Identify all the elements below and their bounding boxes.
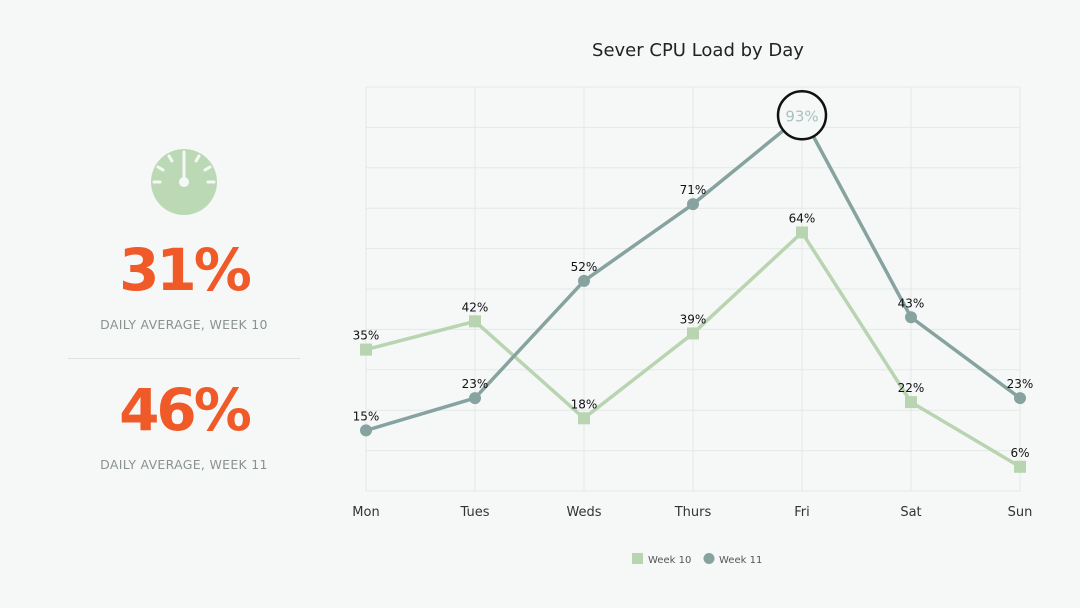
kpi-week10-caption: DAILY AVERAGE, WEEK 10 [100, 317, 268, 332]
data-point-marker [905, 311, 917, 324]
data-label: 64% [789, 211, 816, 225]
data-point-marker [1014, 392, 1026, 405]
legend-week10-label: Week 10 [648, 555, 691, 566]
data-point-marker [360, 343, 372, 356]
data-point-marker [360, 424, 372, 437]
x-tick-label: Weds [566, 505, 601, 520]
x-tick-label: Fri [794, 505, 810, 520]
kpi-week10-value: 31% [119, 236, 252, 304]
data-label: 43% [898, 296, 925, 310]
data-label: 6% [1010, 446, 1029, 460]
data-point-marker [687, 327, 699, 340]
legend-week11-swatch [703, 553, 715, 564]
highlight-circle [776, 90, 828, 141]
data-point-marker [578, 274, 590, 287]
speedometer-icon [151, 149, 217, 215]
legend-week10-swatch [632, 553, 643, 564]
x-tick-label: Thurs [674, 505, 712, 520]
kpi-week11-caption: DAILY AVERAGE, WEEK 11 [100, 457, 268, 472]
data-label: 23% [1007, 377, 1034, 391]
x-tick-label: Tues [460, 505, 490, 520]
data-label: 93% [785, 107, 818, 125]
data-point-marker [796, 226, 808, 239]
chart-title: Sever CPU Load by Day [592, 40, 804, 61]
x-tick-label: Sat [900, 505, 921, 520]
data-point-marker [469, 315, 481, 328]
data-label: 22% [898, 381, 925, 395]
data-point-marker [905, 396, 917, 409]
divider [68, 358, 300, 359]
data-point-marker [1014, 460, 1026, 473]
data-label: 18% [571, 397, 598, 411]
data-label: 71% [680, 183, 707, 197]
kpi-week11-value: 46% [119, 376, 252, 444]
data-point-marker [469, 392, 481, 405]
data-label: 15% [353, 409, 380, 423]
x-tick-label: Mon [352, 505, 379, 520]
legend-week11-label: Week 11 [719, 555, 762, 566]
data-label: 23% [462, 377, 489, 391]
data-label: 39% [680, 312, 707, 326]
data-label: 42% [462, 300, 489, 314]
data-point-marker [578, 412, 590, 425]
x-tick-label: Sun [1008, 505, 1033, 520]
data-point-marker [687, 198, 699, 211]
data-label: 52% [571, 260, 598, 274]
data-label: 35% [353, 329, 380, 343]
legend: Week 10 Week 11 [632, 553, 762, 566]
